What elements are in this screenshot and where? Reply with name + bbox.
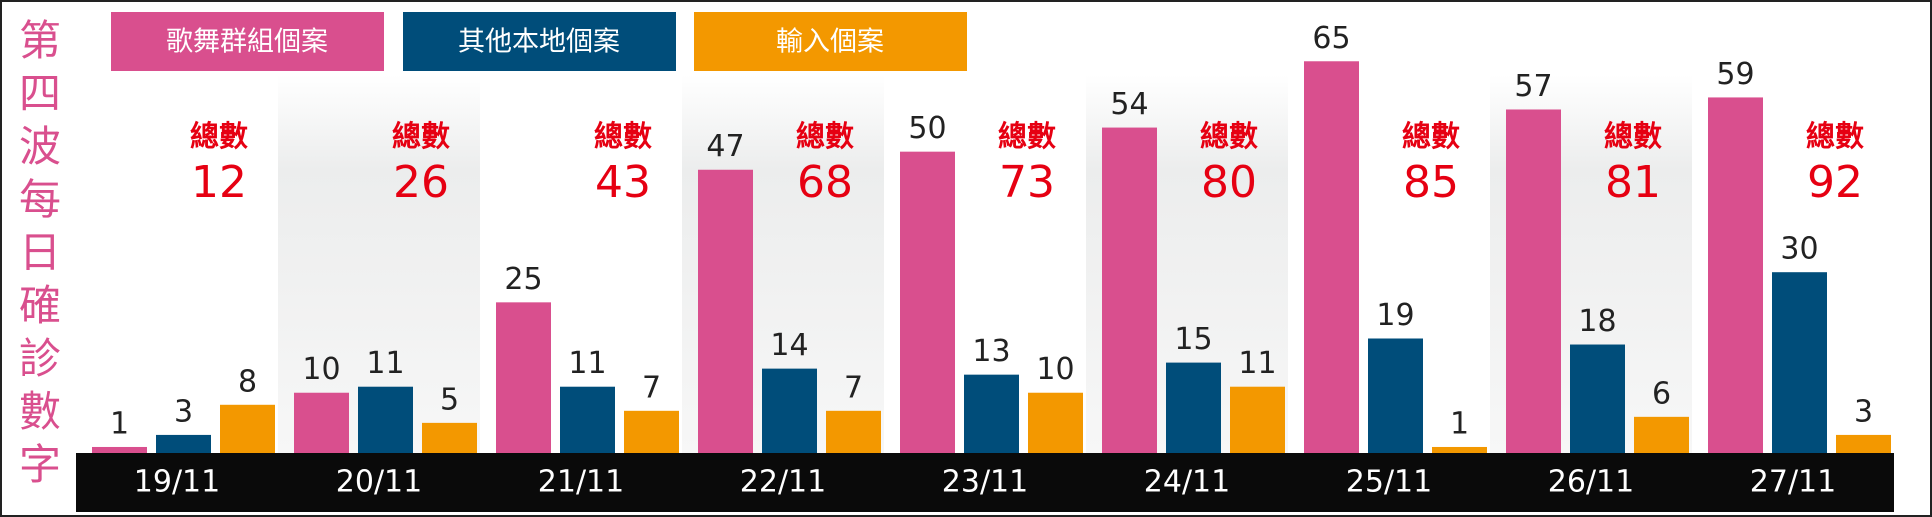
bar	[762, 368, 817, 453]
bar	[1836, 434, 1891, 453]
total-value: 26	[393, 157, 449, 208]
value-label: 5	[440, 382, 459, 417]
bar	[1708, 97, 1763, 453]
bar	[826, 410, 881, 453]
bar	[92, 446, 147, 453]
bar	[1432, 446, 1487, 453]
total-value: 81	[1605, 157, 1661, 208]
bar	[1570, 344, 1625, 453]
value-label: 18	[1578, 304, 1616, 339]
total-value: 12	[191, 157, 247, 208]
x-tick-label: 25/11	[1346, 465, 1432, 500]
total-caption: 總數	[1200, 119, 1258, 153]
value-label: 54	[1110, 87, 1148, 122]
bar	[1166, 362, 1221, 453]
total-value: 80	[1201, 157, 1257, 208]
legend-label: 輸入個案	[776, 27, 884, 58]
bar	[1368, 338, 1423, 453]
total-caption: 總數	[796, 119, 854, 153]
date-strip	[76, 453, 1894, 512]
bar	[1506, 109, 1561, 453]
value-label: 1	[1450, 406, 1469, 441]
total-value: 73	[999, 157, 1055, 208]
bar	[1772, 272, 1827, 453]
legend-label: 歌舞群組個案	[166, 27, 328, 58]
bar	[220, 404, 275, 453]
value-label: 14	[770, 328, 808, 363]
value-label: 50	[908, 111, 946, 146]
bar	[358, 386, 413, 453]
value-label: 11	[568, 346, 606, 381]
bar	[1634, 416, 1689, 453]
bar	[1304, 61, 1359, 454]
value-label: 25	[504, 262, 542, 297]
value-label: 13	[972, 334, 1010, 369]
total-value: 92	[1807, 157, 1863, 208]
bar	[698, 169, 753, 453]
bar	[1028, 392, 1083, 453]
chart-title: 第四波每日確診數字	[19, 16, 61, 489]
total-caption: 總數	[190, 119, 248, 153]
legend-label: 其他本地個案	[458, 27, 620, 58]
total-value: 68	[797, 157, 853, 208]
legend-swatch	[403, 12, 676, 71]
bar	[294, 392, 349, 453]
bar	[964, 374, 1019, 453]
bar	[156, 434, 211, 453]
value-label: 3	[1854, 394, 1873, 429]
total-caption: 總數	[998, 119, 1056, 153]
bar	[422, 422, 477, 453]
total-caption: 總數	[1806, 119, 1864, 153]
x-tick-label: 22/11	[740, 465, 826, 500]
x-tick-label: 21/11	[538, 465, 624, 500]
value-label: 1	[110, 406, 129, 441]
value-label: 11	[1238, 346, 1276, 381]
value-label: 11	[366, 346, 404, 381]
x-tick-label: 26/11	[1548, 465, 1634, 500]
legend-swatch	[111, 12, 384, 71]
value-label: 65	[1312, 21, 1350, 56]
bar	[1230, 386, 1285, 453]
value-label: 7	[642, 370, 661, 405]
value-label: 15	[1174, 322, 1212, 357]
chart-title-text: 第四波每日確診數字	[19, 16, 61, 489]
total-caption: 總數	[1402, 119, 1460, 153]
value-label: 8	[238, 364, 257, 399]
total-value: 43	[595, 157, 651, 208]
value-label: 57	[1514, 69, 1552, 104]
total-caption: 總數	[392, 119, 450, 153]
value-label: 30	[1780, 232, 1818, 267]
value-label: 19	[1376, 298, 1414, 333]
value-label: 6	[1652, 376, 1671, 411]
value-label: 47	[706, 129, 744, 164]
value-label: 3	[174, 394, 193, 429]
bar	[624, 410, 679, 453]
legend-swatch	[694, 12, 967, 71]
x-tick-label: 24/11	[1144, 465, 1230, 500]
x-tick-label: 23/11	[942, 465, 1028, 500]
x-tick-label: 27/11	[1750, 465, 1836, 500]
x-tick-label: 19/11	[134, 465, 220, 500]
value-label: 59	[1716, 57, 1754, 92]
total-value: 85	[1403, 157, 1459, 208]
bar	[560, 386, 615, 453]
bar	[900, 151, 955, 453]
value-label: 10	[1036, 352, 1074, 387]
total-caption: 總數	[594, 119, 652, 153]
bar	[496, 302, 551, 453]
bar	[1102, 127, 1157, 453]
value-label: 7	[844, 370, 863, 405]
total-caption: 總數	[1604, 119, 1662, 153]
x-tick-label: 20/11	[336, 465, 422, 500]
value-label: 10	[302, 352, 340, 387]
